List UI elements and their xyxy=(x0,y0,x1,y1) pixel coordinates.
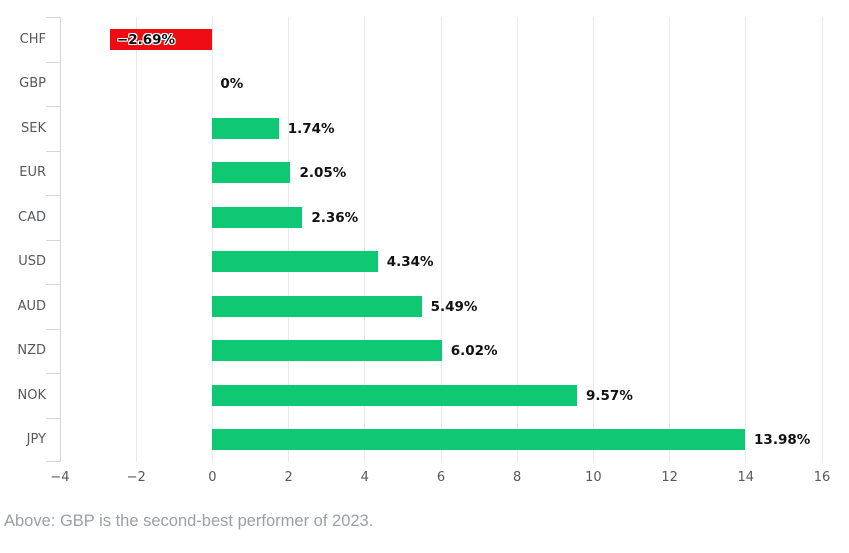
category-label-jpy: JPY xyxy=(26,432,46,448)
category-boundary-tick xyxy=(46,284,60,285)
bar-eur xyxy=(212,162,291,184)
category-boundary-tick xyxy=(46,151,60,152)
value-label-nok: 9.57% xyxy=(586,387,633,404)
value-label-gbp: 0% xyxy=(220,76,244,93)
x-tick-label: 2 xyxy=(284,470,293,485)
category-label-usd: USD xyxy=(18,254,46,270)
gridline xyxy=(288,17,290,462)
value-label-chf: −2.69% xyxy=(116,31,176,48)
value-label-jpy: 13.98% xyxy=(754,432,811,449)
bar-jpy xyxy=(212,429,746,451)
x-tick-label: 14 xyxy=(737,470,755,485)
x-tick-label: 4 xyxy=(360,470,369,485)
gridline xyxy=(364,17,366,462)
x-tick-label: 0 xyxy=(208,470,217,485)
x-tick-label: −2 xyxy=(126,470,146,485)
x-tick-label: 10 xyxy=(585,470,602,485)
x-tick-label: 16 xyxy=(813,470,831,485)
category-label-aud: AUD xyxy=(17,298,46,314)
category-label-eur: EUR xyxy=(19,165,46,181)
category-boundary-tick xyxy=(46,17,60,18)
category-label-chf: CHF xyxy=(19,31,46,47)
category-label-sek: SEK xyxy=(21,120,46,136)
gridline xyxy=(821,17,823,462)
category-boundary-tick xyxy=(46,461,60,462)
bar-nok xyxy=(212,384,577,406)
category-label-nzd: NZD xyxy=(17,343,46,359)
x-tick-label: 12 xyxy=(661,470,678,485)
category-label-gbp: GBP xyxy=(19,76,46,92)
gridline xyxy=(516,17,518,462)
bar-cad xyxy=(212,206,303,228)
category-boundary-tick xyxy=(46,329,60,330)
category-label-cad: CAD xyxy=(18,209,46,225)
category-boundary-tick xyxy=(46,195,60,196)
bar-chf xyxy=(109,28,213,50)
value-label-eur: 2.05% xyxy=(299,165,347,182)
bar-sek xyxy=(212,117,279,139)
bar-usd xyxy=(212,251,378,273)
category-boundary-tick xyxy=(46,418,60,419)
bar-aud xyxy=(212,295,422,317)
plot-area: −2.69% 0% 1.74% 2.05% 2.36% 4.34% 5.49% 6.02% 9.… xyxy=(46,17,823,462)
value-label-aud: 5.49% xyxy=(430,298,478,315)
gridline xyxy=(211,17,213,462)
category-label-nok: NOK xyxy=(17,387,46,403)
gridline xyxy=(669,17,671,462)
gridline xyxy=(135,17,137,462)
y-axis-line xyxy=(60,17,61,462)
category-boundary-tick xyxy=(46,373,60,374)
x-tick-label: 8 xyxy=(513,470,522,485)
gridline xyxy=(440,17,442,462)
gridline xyxy=(592,17,594,462)
gridline xyxy=(745,17,747,462)
x-tick-label: 6 xyxy=(436,470,446,485)
value-label-usd: 4.34% xyxy=(386,254,434,271)
category-boundary-tick xyxy=(46,106,60,107)
chart-caption: Above: GBP is the second-best performer … xyxy=(4,512,374,530)
category-boundary-tick xyxy=(46,62,60,63)
value-label-cad: 2.36% xyxy=(311,209,359,226)
bar-nzd xyxy=(212,340,442,362)
x-tick-label: −4 xyxy=(50,470,70,485)
category-boundary-tick xyxy=(46,240,60,241)
value-label-sek: 1.74% xyxy=(287,120,335,137)
value-label-nzd: 6.02% xyxy=(450,343,498,360)
